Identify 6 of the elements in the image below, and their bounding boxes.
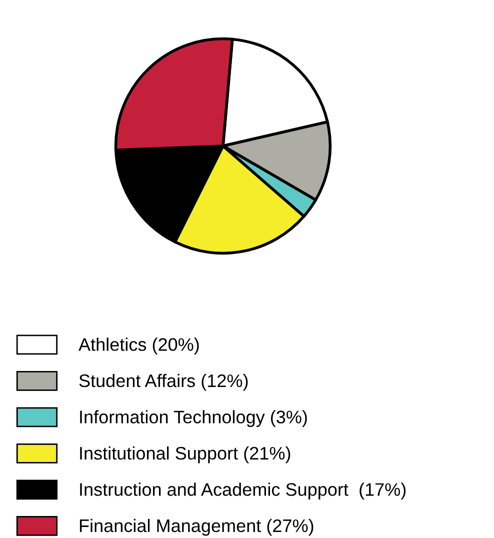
legend-label: Institutional Support (21%) [80, 446, 290, 464]
legend-label: Financial Management (27%) [80, 518, 314, 536]
legend-label: Information Technology (3%) [80, 410, 307, 427]
legend-label: Athletics (20%) [78, 338, 199, 354]
legend-label: Instruction and Academic Support (17%) [80, 482, 406, 500]
legend-label: Student Affairs (12%) [79, 374, 248, 391]
